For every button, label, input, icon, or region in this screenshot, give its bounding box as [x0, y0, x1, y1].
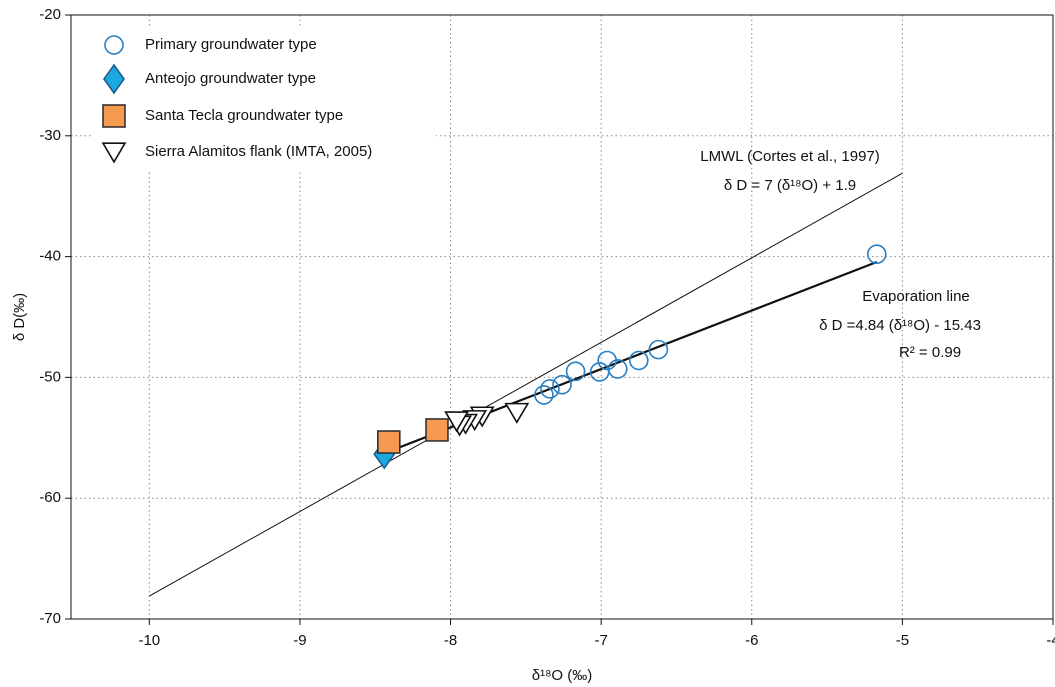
annotation: Evaporation line [862, 288, 970, 305]
marker [444, 411, 469, 433]
x-tick-label: -7 [594, 632, 607, 649]
marker [504, 402, 530, 424]
y-axis-label: δ D(‰) [11, 293, 28, 341]
legend-marker [104, 35, 124, 55]
marker [552, 374, 572, 395]
annotation: LMWL (Cortes et al., 1997) [700, 148, 880, 165]
marker [540, 379, 560, 399]
x-tick-label: -6 [745, 632, 758, 649]
marker [866, 244, 887, 264]
x-tick-label: -8 [444, 632, 457, 649]
y-tick-label: -20 [39, 6, 61, 23]
trend-line [149, 172, 903, 597]
y-tick-label: -40 [39, 248, 61, 265]
marker [648, 339, 669, 360]
y-tick-label: -30 [39, 127, 61, 144]
annotation: δ D =4.84 (δ¹⁸O) - 15.43 [819, 317, 981, 334]
annotation: R² = 0.99 [899, 344, 961, 361]
x-axis-label: δ¹⁸O (‰) [532, 667, 593, 684]
legend-marker [101, 142, 127, 164]
annotation: δ D = 7 (δ¹⁸O) + 1.9 [724, 177, 856, 194]
marker [629, 350, 649, 371]
marker [534, 385, 554, 405]
marker [425, 418, 449, 442]
y-tick-label: -50 [39, 368, 61, 385]
legend-label: Primary groundwater type [145, 36, 317, 53]
marker [565, 361, 586, 382]
x-tick-label: -5 [896, 632, 909, 649]
legend-background [91, 28, 436, 170]
x-tick-label: -4 [1046, 632, 1055, 649]
marker [376, 430, 401, 454]
y-tick-label: -70 [39, 610, 61, 627]
legend-marker [102, 104, 126, 128]
marker [607, 359, 628, 379]
legend-label: Sierra Alamitos flank (IMTA, 2005) [145, 143, 372, 160]
y-tick-label: -60 [39, 489, 61, 506]
legend-label: Santa Tecla groundwater type [145, 107, 343, 124]
legend-label: Anteojo groundwater type [145, 70, 316, 87]
x-tick-label: -9 [293, 632, 306, 649]
legend-marker [103, 63, 125, 95]
plot-frame [70, 14, 1054, 620]
x-tick-label: -10 [138, 632, 160, 649]
